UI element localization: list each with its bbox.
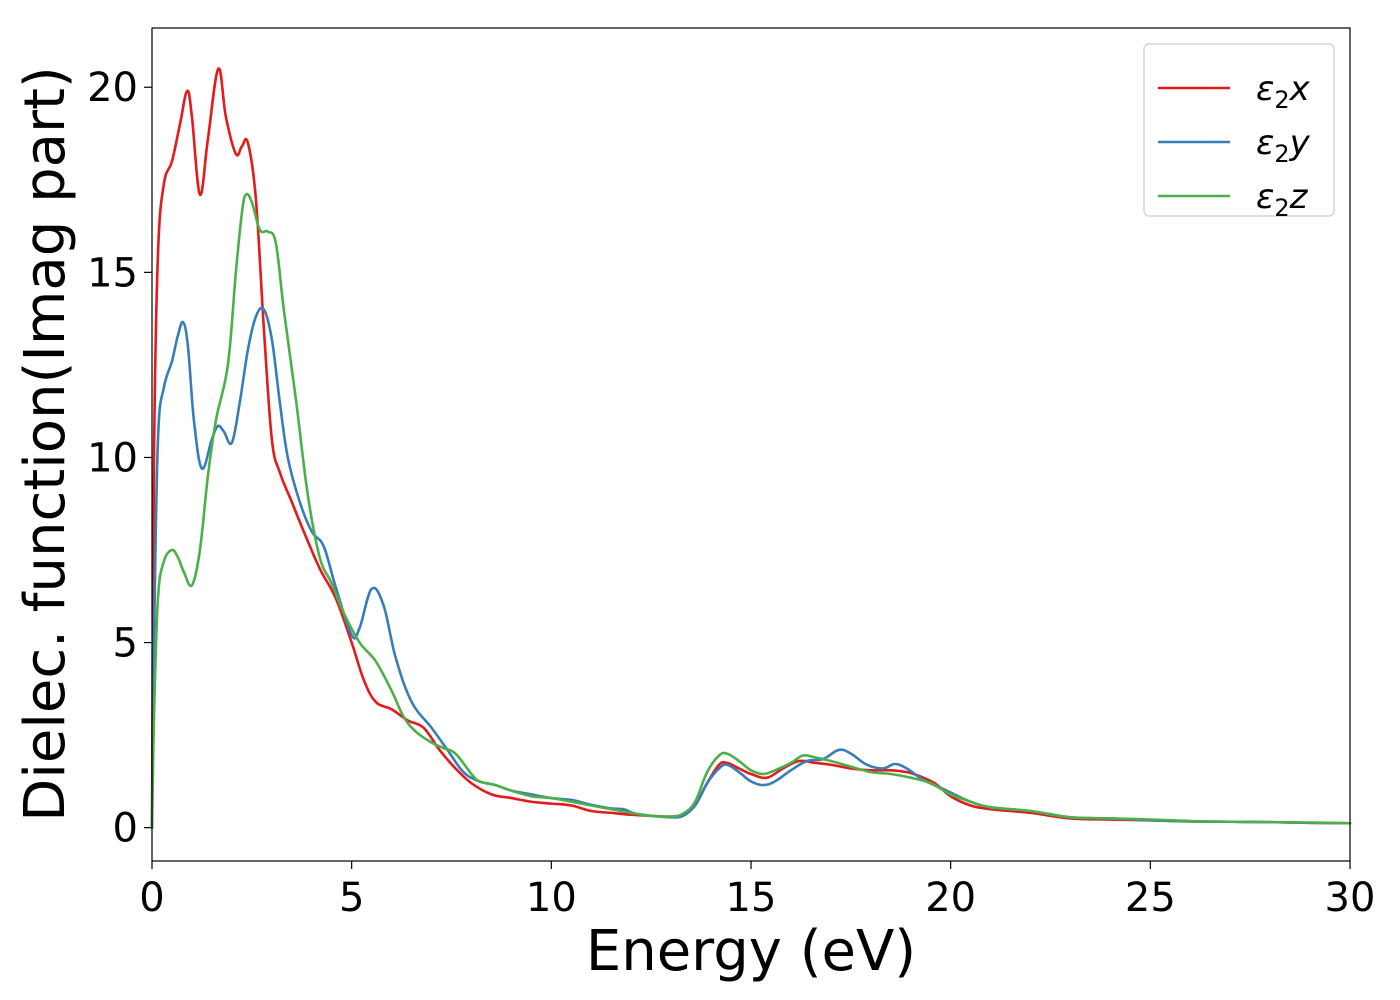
legend-item-z: ε2z	[1158, 177, 1309, 222]
legend: ε2x ε2y ε2z	[1143, 43, 1335, 222]
series-z	[150, 192, 1352, 829]
y-tick-label: 5	[113, 621, 138, 667]
legend-item-x: ε2x	[1158, 69, 1311, 114]
legend-label: ε2x	[1256, 69, 1311, 114]
y-axis-label: Dielec. function(Imag part)	[13, 66, 78, 822]
x-tick-label: 5	[339, 875, 364, 921]
legend-label: ε2z	[1256, 177, 1309, 222]
x-tick-label: 30	[1325, 875, 1376, 921]
series-line-x	[150, 67, 1352, 829]
x-tick-label: 15	[726, 875, 777, 921]
series-line-z	[150, 192, 1352, 829]
x-tick-label: 25	[1125, 875, 1176, 921]
legend-item-y: ε2y	[1158, 123, 1311, 168]
y-axis: 0 5 10 15 20	[87, 65, 152, 852]
x-tick-label: 20	[925, 875, 976, 921]
y-tick-label: 10	[87, 435, 138, 481]
y-tick-label: 0	[113, 806, 138, 852]
series-layer	[150, 67, 1352, 829]
y-tick-label: 15	[87, 250, 138, 296]
x-tick-label: 0	[139, 875, 164, 921]
x-tick-label: 10	[526, 875, 577, 921]
x-axis-label: Energy (eV)	[586, 919, 916, 984]
y-tick-label: 20	[87, 65, 138, 111]
x-axis: 0 5 10 15 20 25 30	[139, 861, 1375, 921]
series-x	[150, 67, 1352, 829]
legend-label: ε2y	[1256, 123, 1311, 168]
